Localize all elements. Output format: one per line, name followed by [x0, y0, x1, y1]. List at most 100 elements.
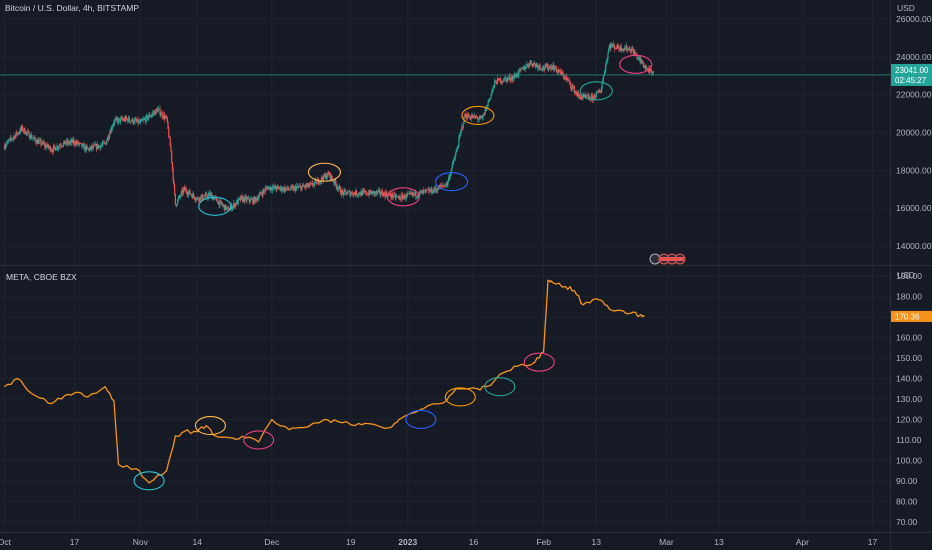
candle — [326, 172, 328, 178]
candle — [435, 189, 437, 191]
bottom-last-price-badge: 170.36 — [891, 310, 932, 322]
candle — [303, 186, 305, 187]
candle — [287, 186, 289, 190]
candle — [472, 115, 474, 119]
candle — [366, 194, 369, 195]
candle — [265, 187, 267, 189]
annotation-ellipse[interactable] — [579, 81, 613, 101]
annotation-ellipse[interactable] — [198, 196, 232, 216]
candle — [147, 117, 149, 120]
candle — [196, 197, 198, 199]
candle — [247, 197, 250, 199]
candle — [246, 198, 248, 201]
candle — [257, 198, 259, 200]
y-tick-label: 120.00 — [896, 414, 922, 424]
candle — [163, 114, 166, 119]
candle — [69, 141, 71, 143]
candle — [192, 193, 194, 199]
candle — [467, 114, 469, 119]
candle — [309, 183, 312, 184]
candle — [437, 185, 440, 190]
candle — [260, 192, 262, 194]
candle — [354, 193, 356, 196]
annotation-ellipse[interactable] — [307, 162, 341, 182]
candle — [445, 185, 447, 187]
candle — [231, 205, 233, 210]
candle — [477, 117, 479, 120]
candle — [634, 51, 636, 55]
annotation-ellipse[interactable] — [243, 430, 275, 450]
candle — [643, 62, 645, 68]
candle — [353, 192, 355, 194]
candle — [249, 200, 251, 202]
candle — [204, 193, 206, 197]
candle — [545, 65, 548, 68]
candle — [266, 187, 269, 190]
candle — [361, 191, 363, 196]
candle — [590, 95, 592, 101]
top-annotations[interactable] — [198, 54, 653, 216]
bottom-annotations[interactable] — [133, 352, 555, 491]
event-markers[interactable] — [649, 253, 686, 265]
candle — [53, 145, 55, 147]
annotation-ellipse[interactable] — [133, 471, 165, 491]
candle — [574, 91, 576, 93]
candle — [87, 148, 90, 150]
annotation-ellipse[interactable] — [523, 352, 555, 372]
candle — [19, 132, 21, 134]
annotation-ellipse[interactable] — [484, 377, 516, 397]
candle — [82, 144, 84, 145]
annotation-ellipse[interactable] — [619, 54, 653, 74]
candle — [187, 194, 189, 195]
candle — [203, 196, 206, 198]
candle — [46, 146, 48, 148]
x-tick-label: 13 — [592, 537, 602, 547]
candle — [468, 116, 470, 118]
candle — [114, 119, 116, 123]
candle — [453, 160, 455, 162]
candle — [596, 91, 598, 93]
candle — [514, 74, 516, 77]
annotation-ellipse[interactable] — [194, 416, 226, 436]
annotation-ellipse[interactable] — [435, 172, 469, 192]
meta-line[interactable] — [4, 279, 645, 484]
candle — [26, 131, 28, 133]
candle — [190, 194, 192, 195]
candle — [122, 119, 124, 121]
candle — [448, 177, 450, 181]
candle — [5, 145, 7, 147]
candle — [512, 76, 514, 81]
candle — [168, 137, 171, 138]
candle — [157, 109, 159, 113]
annotation-ellipse[interactable] — [405, 409, 437, 430]
candle — [638, 57, 640, 59]
bottom-price-axis[interactable]: 70.00 80.00 90.00 100.00 110.00 120.00 130.00 1… — [896, 271, 922, 527]
candle — [239, 197, 242, 201]
candle — [95, 144, 98, 150]
time-axis[interactable]: Oct 17 Nov 14 Dec 19 2023 16 Feb 13 Mar 13 Apr 17 — [0, 537, 877, 547]
candle — [99, 145, 101, 149]
y-tick-label: 90.00 — [896, 476, 918, 486]
candle — [577, 93, 579, 97]
candle — [502, 81, 505, 82]
candle — [571, 86, 573, 89]
candle — [380, 194, 382, 195]
bitcoin-candles[interactable] — [0, 40, 890, 213]
annotation-ellipse[interactable] — [386, 187, 420, 207]
candle — [491, 89, 494, 93]
candle — [328, 173, 330, 176]
candle — [92, 145, 95, 148]
candle — [542, 66, 544, 70]
candle — [152, 112, 154, 115]
candle — [10, 137, 12, 139]
candle — [103, 141, 105, 143]
top-price-axis[interactable]: 14000.00 16000.00 18000.00 20000.00 22000.00… — [896, 14, 932, 251]
annotation-ellipse[interactable] — [444, 387, 476, 407]
candle — [207, 194, 209, 198]
candle — [96, 144, 98, 150]
candle — [305, 184, 307, 187]
candle — [398, 196, 400, 198]
candle — [459, 133, 461, 136]
annotation-ellipse[interactable] — [461, 105, 495, 126]
top-last-price: 23041.00 — [895, 66, 929, 75]
